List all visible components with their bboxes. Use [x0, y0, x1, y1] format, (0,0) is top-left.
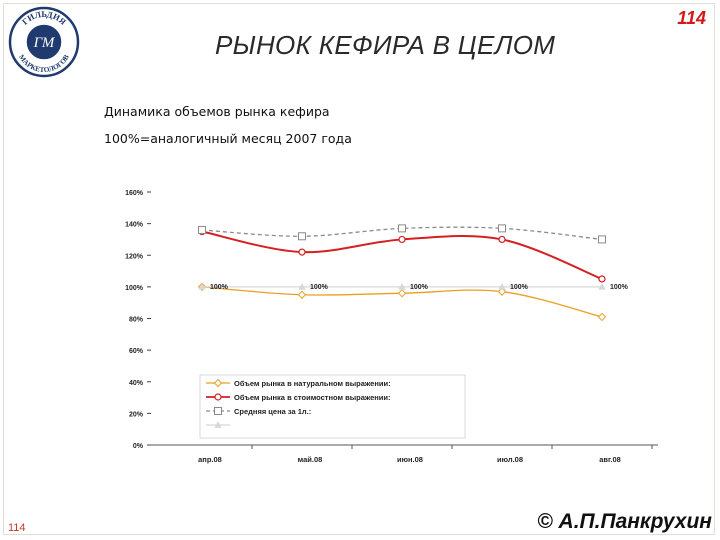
y-tick-label: 40% [129, 380, 144, 387]
data-label: 100% [510, 284, 529, 291]
legend-box [199, 374, 466, 439]
data-point [497, 287, 507, 296]
data-point [598, 283, 606, 290]
x-tick-label: июн.08 [397, 455, 423, 464]
y-tick-label: 140% [125, 222, 144, 229]
data-label: 100% [310, 284, 329, 291]
legend-label: Объем рынка в стоимостном выражении: [234, 393, 391, 402]
y-tick-label: 120% [125, 253, 144, 260]
data-point [298, 232, 306, 241]
data-point [498, 235, 506, 244]
chart-subtitle: Динамика объемов рынка кефира [104, 104, 330, 119]
data-point [498, 283, 506, 290]
y-tick-label: 80% [129, 317, 144, 324]
data-point [598, 275, 606, 283]
data-point [198, 283, 206, 290]
x-tick-label: май.08 [298, 455, 323, 464]
data-point [297, 290, 307, 299]
data-point [498, 224, 506, 233]
chart-base-note: 100%=аналогичный месяц 2007 года [104, 131, 352, 146]
data-point [198, 225, 206, 234]
x-tick-label: апр.08 [198, 455, 222, 464]
data-point [398, 235, 406, 244]
footer-page-number: 114 [8, 522, 26, 534]
x-tick-label: авг.08 [599, 455, 621, 464]
y-tick-label: 60% [129, 348, 144, 355]
series-line [201, 226, 603, 241]
data-label: 100% [610, 284, 629, 291]
legend-marker [214, 407, 222, 415]
slide-number: 114 [677, 8, 706, 28]
data-point [398, 283, 406, 290]
data-label: 100% [410, 284, 429, 291]
legend-label: Объем рынка в натуральном выражении: [234, 379, 391, 388]
line-chart: 0% 20% 40% 60% 80% 100% 120% 140% 160% апр.08 май.… [125, 190, 658, 464]
y-tick-label: 0% [133, 443, 144, 450]
legend-marker [214, 421, 222, 428]
data-label: 100% [210, 284, 229, 291]
y-tick-label: 160% [125, 190, 144, 197]
data-point [298, 283, 306, 290]
x-tick-label: июл.08 [497, 455, 523, 464]
guild-logo: ГИЛЬДИЯ МАРКЕТОЛОГОВ ГМ [8, 6, 80, 78]
legend-marker [213, 378, 223, 388]
data-point [598, 235, 606, 244]
y-tick-label: 20% [129, 411, 144, 418]
slide-frame [3, 3, 715, 535]
y-tick-label: 100% [125, 285, 144, 292]
data-point [398, 224, 406, 233]
legend-label: Средняя цена за 1л.: [234, 407, 311, 416]
data-point [397, 288, 407, 298]
data-point [298, 248, 306, 256]
svg-text:ГМ: ГМ [33, 35, 56, 51]
data-point [597, 312, 607, 322]
legend-marker [214, 393, 222, 401]
author-credit: © А.П.Панкрухин [537, 510, 712, 533]
page-title: РЫНОК КЕФИРА В ЦЕЛОМ [215, 30, 556, 60]
